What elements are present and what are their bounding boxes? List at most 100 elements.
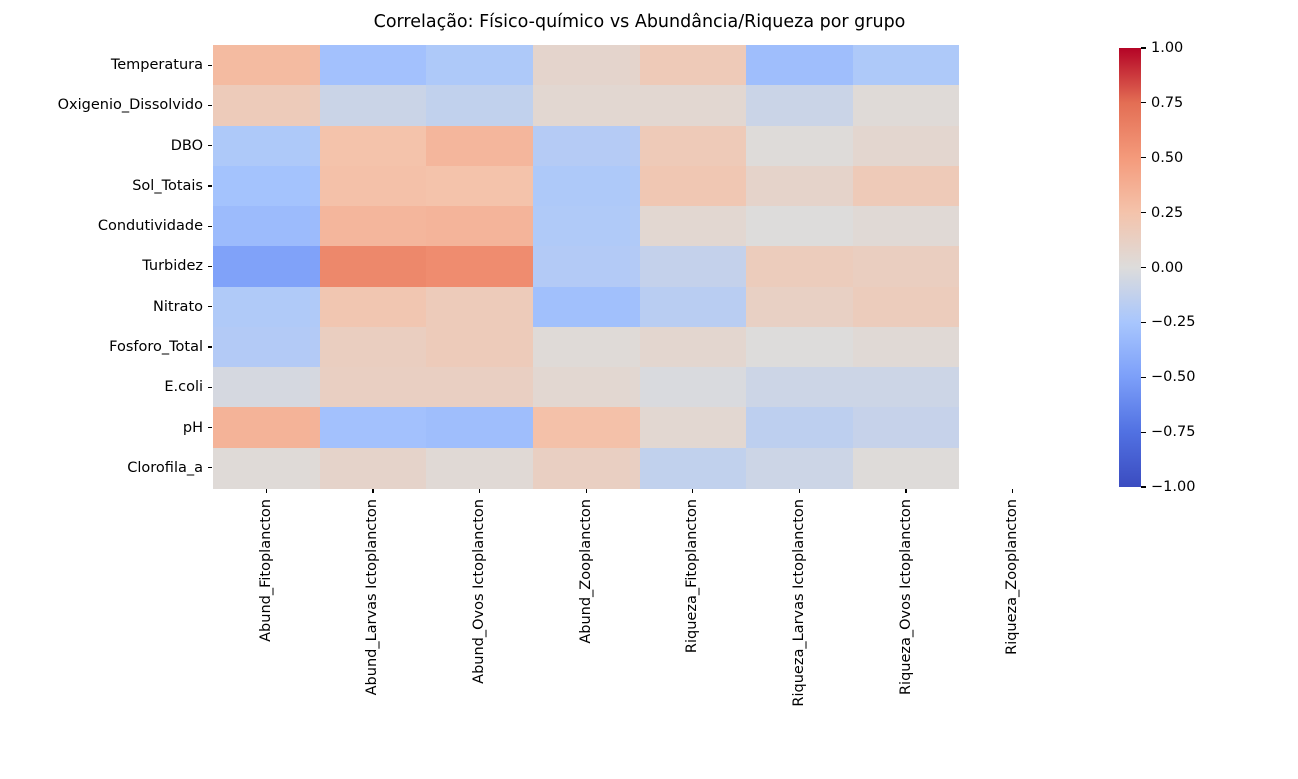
heatmap-cell [213,125,321,167]
x-tick-label: Riqueza_Zooplancton [1004,499,1021,655]
heatmap-cell [319,286,427,328]
heatmap-cell [959,286,1067,328]
y-tick-label: DBO [170,137,203,154]
heatmap-cell [852,206,961,248]
heatmap-cell [213,367,321,409]
heatmap-cell [852,326,961,368]
colorbar-tick-label: −0.75 [1151,424,1196,441]
y-tick-mark [207,145,212,147]
colorbar-tick-mark [1141,431,1146,433]
colorbar-tick-label: 0.00 [1151,259,1184,276]
y-tick-mark [207,265,212,268]
heatmap-cell [639,447,747,489]
heatmap-cell [639,246,747,288]
heatmap-cell [319,447,427,489]
y-tick-label: Oxigenio_Dissolvido [57,97,203,114]
heatmap-cell [959,326,1067,368]
heatmap-cell [532,246,641,288]
heatmap-cell [532,206,641,248]
x-tick-mark [1012,488,1014,493]
heatmap-cell [959,206,1067,248]
heatmap-cell [213,407,321,449]
x-tick-label: Riqueza_Fitoplancton [684,499,701,654]
heatmap-cell [746,125,854,167]
x-tick-mark [372,488,374,493]
y-tick-label: Sol_Totais [132,177,203,194]
heatmap-cell [959,407,1067,449]
y-tick-mark [207,346,212,348]
heatmap-cell [319,85,427,127]
y-tick-mark [207,104,212,106]
colorbar-tick-mark [1141,376,1146,378]
heatmap-cell [213,45,321,86]
heatmap-cell [426,246,534,288]
heatmap-cell [532,407,641,449]
heatmap-cell [426,85,534,127]
heatmap-cell [213,206,321,248]
y-tick-label: Condutividade [97,218,203,235]
x-tick-mark [798,488,801,493]
heatmap-cell [639,206,747,248]
y-tick-mark [207,225,212,227]
y-tick-label: Temperatura [110,57,203,74]
heatmap-cell [639,367,747,409]
heatmap-cell [746,326,854,368]
heatmap-cell [532,165,641,207]
colorbar-tick-mark [1141,266,1146,269]
heatmap-cell [319,125,427,167]
y-tick-mark [207,426,212,429]
x-tick-mark [265,488,267,493]
heatmap-cell [426,45,534,86]
x-tick-label: Abund_Larvas Ictoplancton [364,499,381,696]
heatmap-cell [639,85,747,127]
heatmap-cell [746,447,854,489]
x-tick-label: Abund_Zooplancton [577,499,594,644]
y-tick-label: Fosforo_Total [109,339,203,356]
x-tick-label: Riqueza_Ovos Ictoplancton [897,499,914,696]
x-tick-mark [478,488,481,493]
y-tick-label: E.coli [164,379,203,396]
colorbar-tick-label: 1.00 [1151,40,1184,56]
heatmap-cell [213,326,321,368]
y-tick-label: Turbidez [142,258,203,275]
heatmap-cell [746,85,854,127]
colorbar-tick-label: −0.50 [1151,369,1196,386]
heatmap-cell [532,45,641,86]
heatmap-cell [319,246,427,288]
heatmap-cell [319,45,427,86]
colorbar-tick-mark [1141,486,1146,488]
heatmap-cell [852,165,961,207]
heatmap-cell [639,165,747,207]
heatmap-cell [852,85,961,127]
heatmap-grid [213,45,1067,489]
heatmap-cell [852,447,961,489]
x-tick-mark [905,488,907,493]
colorbar-tick-label: 0.75 [1151,94,1184,111]
colorbar-tick-mark [1141,321,1146,323]
heatmap-cell [213,165,321,207]
heatmap-cell [959,367,1067,409]
heatmap-cell [532,286,641,328]
heatmap-cell [959,447,1067,489]
y-tick-label: Clorofila_a [127,459,203,476]
y-tick-mark [207,64,212,66]
heatmap-cell [426,165,534,207]
heatmap-cell [639,286,747,328]
heatmap-cell [532,367,641,409]
heatmap-cell [852,286,961,328]
heatmap-cell [746,165,854,207]
heatmap-cell [426,206,534,248]
heatmap-cell [852,45,961,86]
heatmap-cell [852,407,961,449]
colorbar-tick-label: −0.25 [1151,314,1196,331]
y-tick-mark [207,386,212,388]
heatmap-cell [746,246,854,288]
heatmap-cell [746,206,854,248]
heatmap-cell [639,45,747,86]
y-tick-mark [207,185,212,187]
colorbar-tick-mark [1141,157,1146,159]
heatmap-cell [746,367,854,409]
heatmap-cell [852,125,961,167]
heatmap-cell [959,246,1067,288]
